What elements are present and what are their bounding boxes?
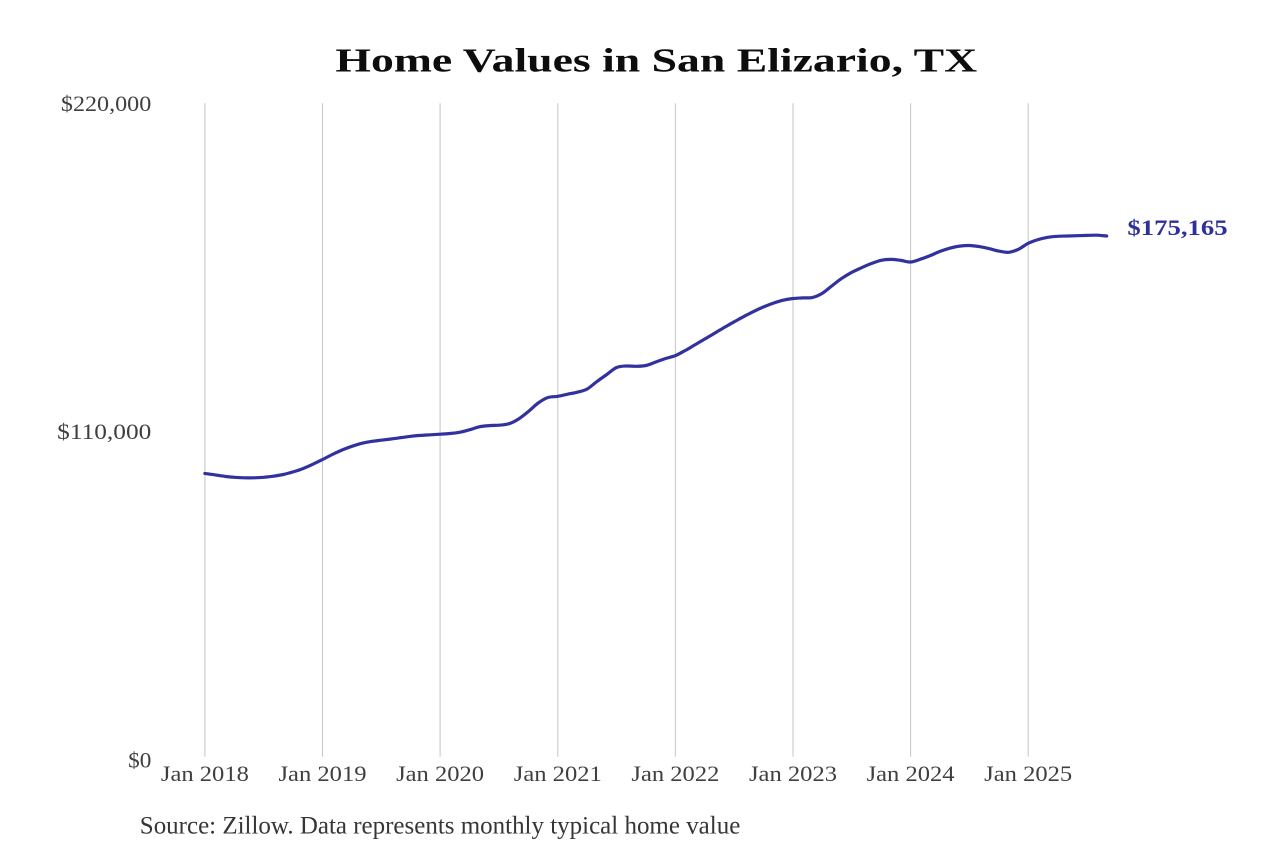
svg-text:Jan 2022: Jan 2022: [631, 761, 719, 786]
svg-text:$110,000: $110,000: [57, 419, 151, 444]
svg-text:Jan 2019: Jan 2019: [279, 761, 367, 786]
svg-text:Source: Zillow. Data represent: Source: Zillow. Data represents monthly …: [140, 813, 741, 840]
svg-text:$0: $0: [128, 747, 151, 772]
svg-text:Jan 2024: Jan 2024: [867, 761, 955, 786]
svg-text:$220,000: $220,000: [61, 91, 151, 116]
svg-text:Jan 2023: Jan 2023: [749, 761, 837, 786]
svg-text:Jan 2025: Jan 2025: [984, 761, 1072, 786]
svg-text:Home Values in San Elizario, T: Home Values in San Elizario, TX: [335, 43, 977, 80]
svg-text:Jan 2018: Jan 2018: [161, 761, 249, 786]
svg-text:$175,165: $175,165: [1127, 215, 1227, 240]
svg-text:Jan 2020: Jan 2020: [396, 761, 484, 786]
svg-text:Jan 2021: Jan 2021: [514, 761, 602, 786]
